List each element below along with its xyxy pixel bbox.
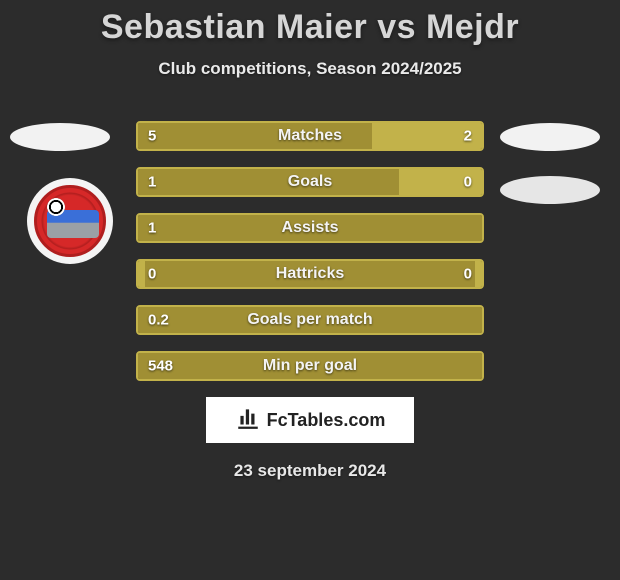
chart-icon [235, 405, 261, 436]
bar-fill-left [138, 261, 145, 287]
page-title: Sebastian Maier vs Mejdr [0, 8, 620, 47]
bar-value-left: 548 [148, 358, 173, 375]
bar-label: Goals per match [247, 311, 372, 329]
bar-label: Hattricks [276, 265, 344, 283]
bar-label: Min per goal [263, 357, 357, 375]
player-left-placeholder [10, 123, 110, 151]
brand-text: FcTables.com [267, 410, 386, 431]
bar-label: Matches [278, 127, 342, 145]
bar-label: Assists [282, 219, 339, 237]
bar-value-right: 0 [464, 174, 472, 191]
bar-row: Matches 5 2 [136, 121, 484, 151]
club-badge-icon [34, 185, 106, 257]
bar-value-left: 0 [148, 266, 156, 283]
bar-row: Assists 1 [136, 213, 484, 243]
brand-badge[interactable]: FcTables.com [206, 397, 414, 443]
comparison-card: Sebastian Maier vs Mejdr Club competitio… [0, 0, 620, 481]
bar-value-left: 5 [148, 128, 156, 145]
bar-row: Goals 1 0 [136, 167, 484, 197]
bar-label: Goals [288, 173, 332, 191]
bar-row: Goals per match 0.2 [136, 305, 484, 335]
bar-fill-right [475, 261, 482, 287]
player-right-placeholder-2 [500, 176, 600, 204]
comparison-bars: Matches52Goals10Assists1Hattricks00Goals… [136, 121, 484, 381]
footer-date: 23 september 2024 [0, 461, 620, 481]
bar-value-left: 1 [148, 174, 156, 191]
page-subtitle: Club competitions, Season 2024/2025 [0, 59, 620, 79]
bar-row: Min per goal 548 [136, 351, 484, 381]
bar-value-left: 1 [148, 220, 156, 237]
bar-row: Hattricks 0 0 [136, 259, 484, 289]
bar-value-right: 0 [464, 266, 472, 283]
bar-value-left: 0.2 [148, 312, 169, 329]
player-right-placeholder [500, 123, 600, 151]
bar-value-right: 2 [464, 128, 472, 145]
club-badge [27, 178, 113, 264]
